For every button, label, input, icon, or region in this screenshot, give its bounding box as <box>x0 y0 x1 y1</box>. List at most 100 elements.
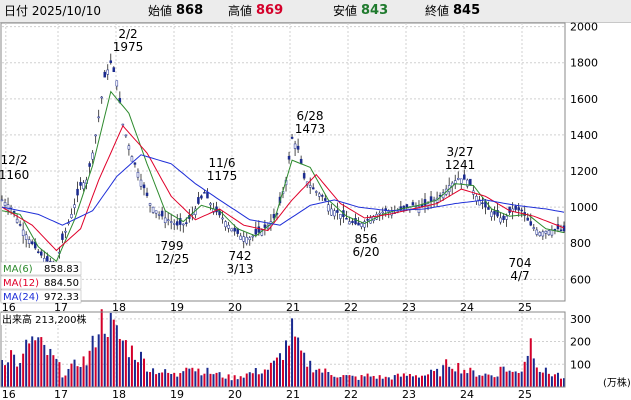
candle-body <box>70 214 73 218</box>
volume-bar <box>490 375 493 387</box>
x-tick-label: 18 <box>112 301 126 314</box>
candle-body <box>466 179 469 187</box>
volume-tick-label: 100 <box>570 358 591 371</box>
volume-bar <box>430 369 433 387</box>
candle-body <box>354 218 357 225</box>
volume-bar <box>472 370 475 387</box>
ma-legend-label: MA(24) <box>3 292 39 303</box>
volume-bar <box>541 372 544 387</box>
volume-bar <box>188 368 191 387</box>
candle-body <box>18 224 22 226</box>
annotation-value: 1160 <box>0 168 29 182</box>
volume-bar <box>275 357 278 387</box>
volume-bar <box>64 375 67 387</box>
candle-body <box>302 173 306 179</box>
candle-body <box>254 229 258 235</box>
candle-body <box>30 241 34 245</box>
volume-bar <box>348 375 351 387</box>
x-axis-ticks-price: 16 17 18 19 20 21 22 23 24 25 <box>2 301 532 314</box>
candle-body <box>179 218 182 225</box>
candle-body <box>76 188 79 196</box>
candle-body <box>166 219 170 222</box>
open-label: 始値 <box>148 4 173 18</box>
candle-body <box>221 217 224 220</box>
volume-bar <box>203 373 206 387</box>
candle-body <box>157 214 161 216</box>
volume-bar <box>152 368 155 387</box>
volume-bar <box>417 377 420 387</box>
candle-body <box>82 182 85 190</box>
candle-body <box>411 202 415 206</box>
volume-bar <box>245 373 248 387</box>
annotation-date: 6/20 <box>353 245 380 259</box>
annotation-value: 856 <box>355 232 378 246</box>
candle-body <box>145 192 149 196</box>
candle-body <box>493 210 496 215</box>
candle-body <box>27 239 31 244</box>
candle-body <box>251 235 255 238</box>
candle-body <box>351 220 354 224</box>
volume-tick-label: 200 <box>570 336 591 349</box>
candle-body <box>517 207 520 211</box>
price-axis-ticks: 600 800 1000 1200 1400 1600 1800 2000 <box>570 22 598 286</box>
volume-bar <box>297 337 300 387</box>
candle-body <box>172 223 176 225</box>
x-tick-label: 24 <box>460 301 474 314</box>
volume-bar <box>354 376 357 387</box>
volume-bar <box>49 348 52 387</box>
volume-bar <box>88 350 91 387</box>
volume-bar <box>505 371 508 387</box>
candle-body <box>100 96 103 99</box>
x-tick-label-volume: 20 <box>228 388 242 400</box>
candle-body <box>124 134 128 137</box>
volume-bar <box>511 371 514 387</box>
volume-bar <box>209 373 212 387</box>
volume-bar <box>330 375 333 387</box>
volume-bar <box>136 362 139 387</box>
price-tick-label: 1800 <box>570 57 598 70</box>
candle-body <box>532 227 536 229</box>
volume-bar <box>112 319 115 387</box>
candle-body <box>230 228 233 232</box>
candle-body <box>311 187 315 190</box>
volume-bar <box>436 368 439 387</box>
volume-bar <box>176 376 179 387</box>
close-value: 845 <box>453 3 481 18</box>
candle-body <box>327 204 330 212</box>
volume-bar <box>185 367 188 387</box>
volume-bar <box>109 312 112 387</box>
candle-body <box>378 212 381 215</box>
volume-bar <box>91 335 94 387</box>
volume-bar <box>336 377 339 387</box>
volume-bar <box>532 358 535 387</box>
candle-body <box>363 221 366 228</box>
candle-body <box>160 210 164 217</box>
candle-body <box>296 145 300 150</box>
volume-bar <box>345 375 348 387</box>
candle-body <box>200 195 203 199</box>
volume-bar <box>118 338 121 387</box>
volume-bar <box>433 371 436 387</box>
volume-bar <box>67 368 70 387</box>
candle-body <box>505 215 508 220</box>
high-label: 高値 <box>228 4 253 18</box>
volume-bar <box>563 378 565 387</box>
volume-bar <box>387 377 390 387</box>
volume-bar <box>133 359 136 387</box>
price-tick-label: 1600 <box>570 93 598 106</box>
candle-body <box>73 204 76 208</box>
annotation-value: 799 <box>161 239 184 253</box>
candle-body <box>203 192 206 194</box>
volume-bar <box>496 376 499 387</box>
volume-bar <box>85 365 88 387</box>
volume-bar <box>115 325 118 387</box>
candle-body <box>499 217 502 223</box>
candle-body <box>175 221 179 226</box>
volume-bar <box>306 366 309 387</box>
candle-body <box>348 221 351 225</box>
volume-bar <box>124 340 127 387</box>
candle-body <box>556 224 560 230</box>
candle-body <box>514 205 517 210</box>
candle-body <box>257 226 261 233</box>
